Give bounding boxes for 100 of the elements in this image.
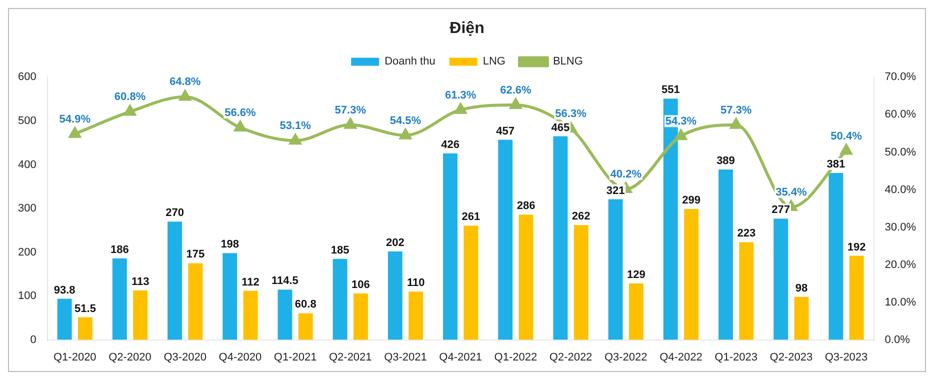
bar [408, 292, 424, 340]
y2-tick-label: 10.0% [884, 296, 916, 308]
x-tick-label: Q4-2021 [439, 351, 482, 364]
data-label: 53.1% [280, 120, 312, 132]
point [840, 144, 852, 155]
data-label: 202 [386, 236, 404, 249]
x-tick-label: Q1-2023 [714, 351, 758, 364]
point [124, 105, 136, 116]
y-tick-label: 500 [18, 115, 36, 127]
data-label: 389 [716, 155, 735, 168]
bar [112, 258, 127, 340]
y2-tick-label: 50.0% [884, 146, 916, 158]
data-label: 261 [462, 211, 480, 224]
data-label: 57.3% [720, 104, 752, 116]
bar [278, 290, 292, 340]
data-label: 185 [330, 244, 350, 256]
data-label: 60.8 [294, 298, 316, 311]
point [675, 130, 687, 140]
x-tick-label: Q1-2020 [53, 351, 96, 364]
chart-title: Điện [450, 20, 484, 38]
y-tick-label: 300 [18, 202, 36, 215]
bar [608, 199, 623, 340]
data-label: 299 [682, 194, 700, 206]
data-label: 270 [166, 207, 184, 220]
bar [464, 226, 478, 340]
point [289, 134, 302, 145]
x-tick-label: Q1-2022 [494, 351, 538, 364]
legend-label: Doanh thu [384, 56, 436, 68]
y2-tick-label: 20.0% [884, 258, 916, 271]
y-tick-label: 600 [18, 71, 36, 84]
bar [849, 256, 864, 340]
data-label: 110 [406, 277, 425, 290]
y-tick-label: 0 [30, 334, 36, 346]
data-label: 64.8% [169, 76, 201, 88]
bar [168, 222, 182, 340]
legend-label: LNG [482, 56, 506, 68]
x-tick-label: Q4-2022 [660, 351, 702, 364]
y-tick-label: 200 [18, 246, 36, 258]
data-label: 192 [847, 241, 866, 254]
data-label: 35.4% [776, 186, 807, 199]
data-label: 381 [826, 158, 846, 171]
bar [443, 153, 458, 340]
bar [684, 208, 699, 340]
bar [332, 258, 348, 340]
data-label: 54.5% [390, 114, 422, 127]
bar [133, 290, 148, 340]
bar [298, 313, 313, 340]
point [69, 127, 81, 138]
data-label: 465 [551, 122, 570, 134]
bar [518, 214, 534, 340]
data-label: 51.5 [74, 302, 96, 315]
x-tick-label: Q4-2020 [218, 351, 262, 364]
data-label: 262 [572, 210, 590, 223]
bar [388, 251, 402, 340]
point [400, 128, 412, 140]
data-label: 175 [186, 248, 205, 261]
point [179, 90, 191, 101]
data-label: 186 [110, 244, 129, 256]
data-label: 93.8 [54, 284, 76, 296]
data-label: 57.3% [334, 104, 366, 116]
data-label: 223 [737, 228, 756, 240]
x-tick-label: Q3-2022 [604, 351, 648, 364]
bar [574, 225, 588, 340]
point [234, 120, 246, 132]
bar [774, 218, 788, 340]
bar [553, 136, 568, 340]
bar [739, 242, 754, 340]
y2-tick-label: 0.0% [884, 334, 910, 346]
data-label: 56.3% [555, 108, 587, 120]
x-tick-label: Q2-2021 [328, 351, 372, 364]
bar [188, 263, 203, 340]
data-label: 56.6% [224, 107, 256, 119]
data-label: 106 [352, 278, 370, 291]
bar [794, 296, 809, 340]
bar [57, 298, 72, 340]
y2-tick-label: 30.0% [884, 221, 916, 234]
legend-label: BLNG [552, 56, 583, 68]
data-label: 62.6% [500, 84, 532, 96]
data-label: 129 [627, 268, 646, 281]
x-tick-label: Q2-2020 [108, 351, 152, 364]
bar [78, 317, 92, 340]
data-label: 321 [606, 184, 625, 197]
x-tick-label: Q1-2021 [274, 351, 317, 364]
data-label: 551 [661, 84, 680, 96]
bar [628, 283, 644, 340]
data-label: 54.3% [665, 116, 697, 128]
y2-tick-label: 60.0% [884, 108, 916, 121]
bar [243, 290, 258, 340]
point [730, 118, 742, 129]
point [344, 118, 356, 129]
y-tick-label: 100 [18, 290, 36, 302]
x-tick-label: Q2-2023 [770, 351, 813, 364]
bar [353, 293, 368, 340]
y2-tick-label: 70.0% [884, 71, 916, 84]
data-label: 50.4% [830, 130, 862, 142]
data-label: 198 [220, 238, 240, 251]
data-label: 277 [772, 204, 790, 216]
data-label: 286 [516, 200, 536, 212]
data-label: 60.8% [114, 91, 146, 104]
bar [498, 140, 513, 340]
